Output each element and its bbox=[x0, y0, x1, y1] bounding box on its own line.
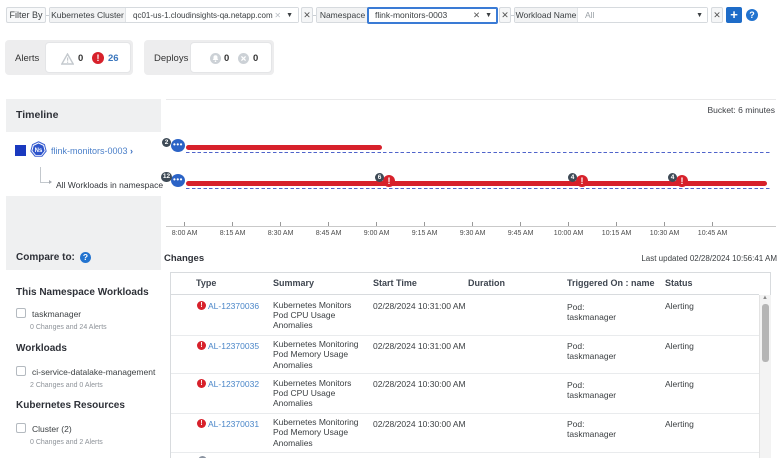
svg-text:Ns: Ns bbox=[35, 148, 43, 154]
